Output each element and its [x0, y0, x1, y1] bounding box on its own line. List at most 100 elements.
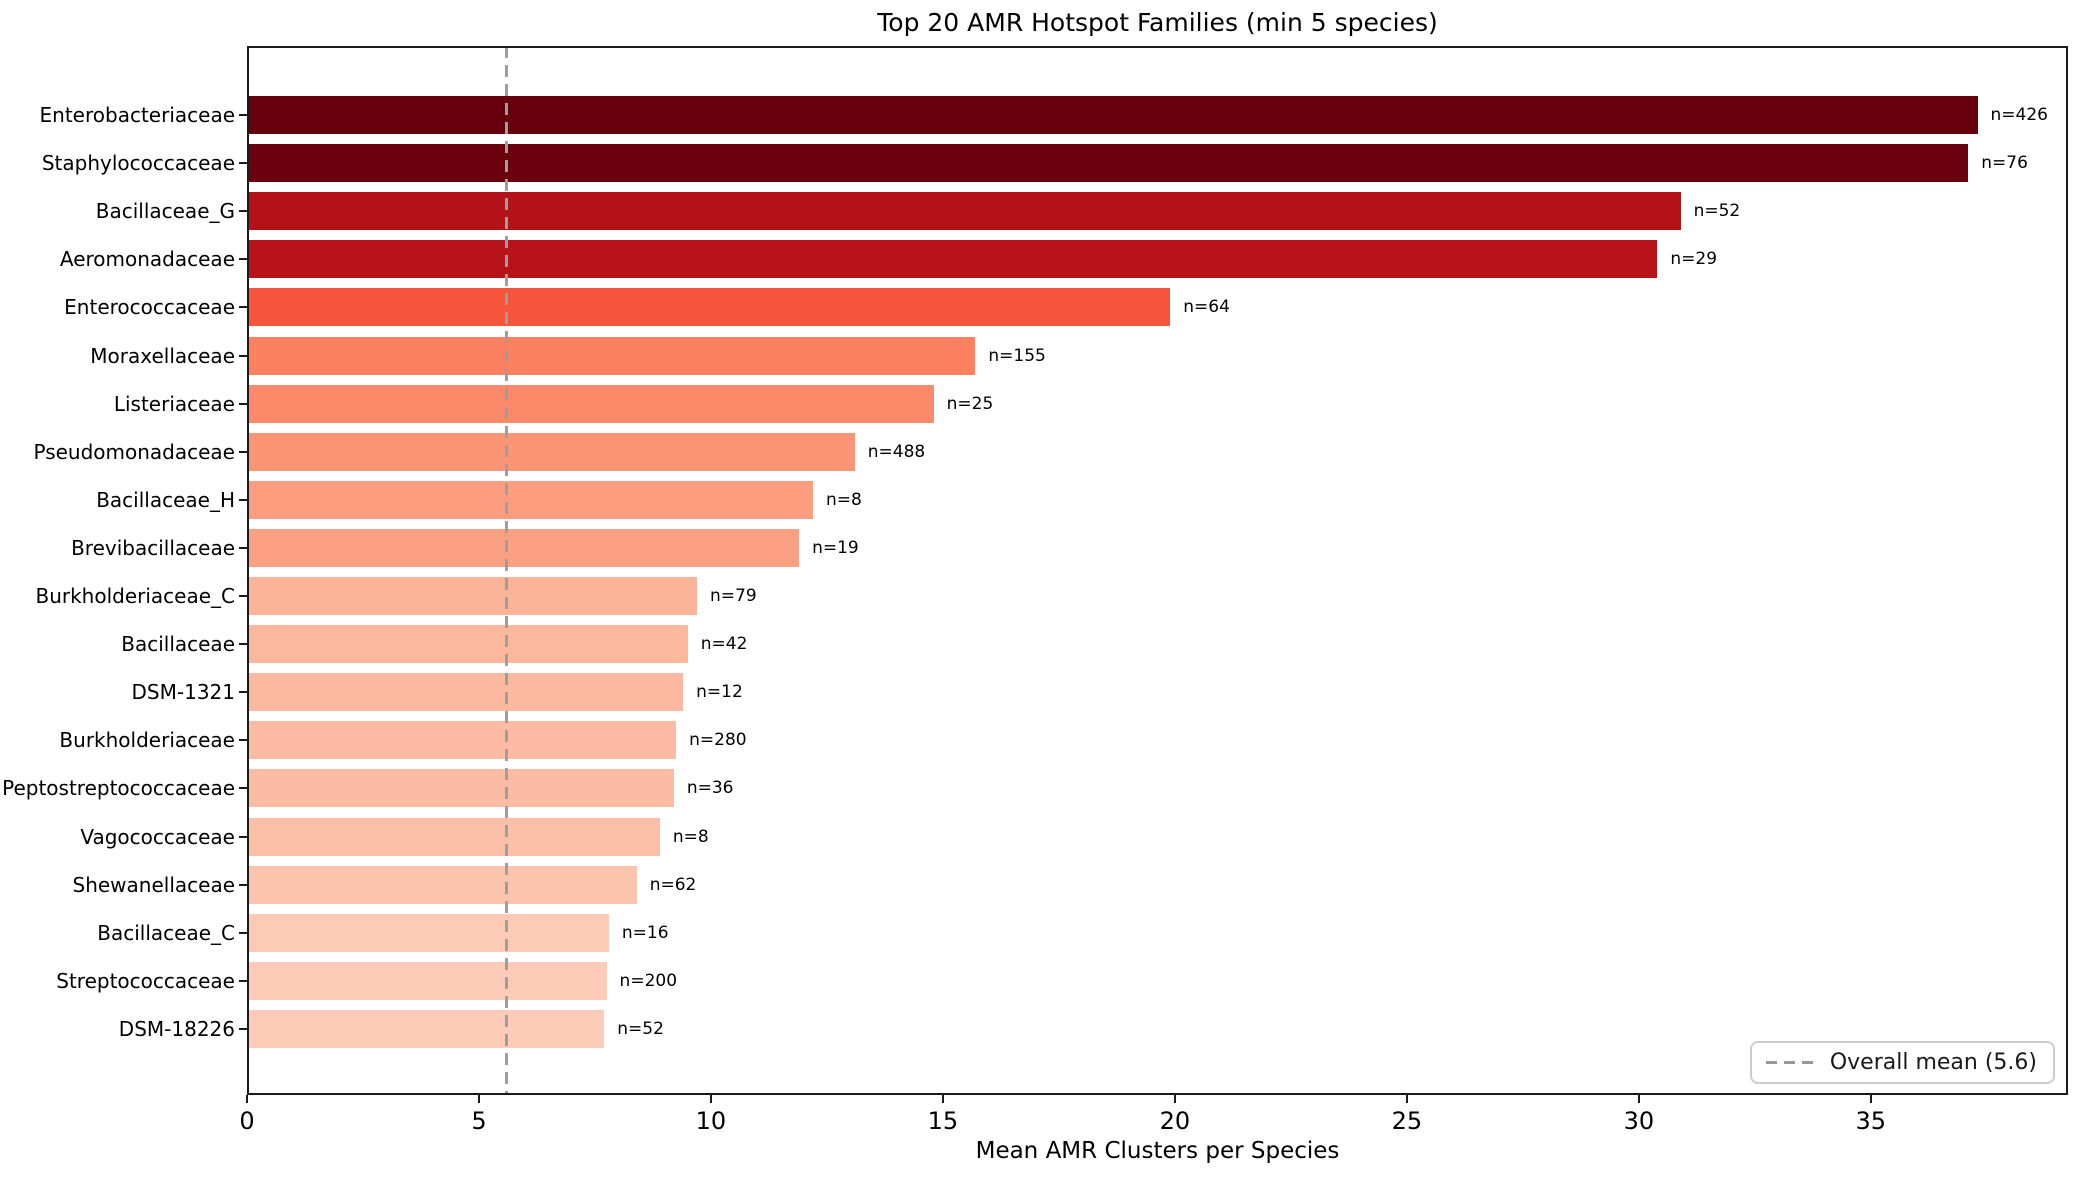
x-tick-label: 25: [1391, 1107, 1423, 1135]
y-tick-label: Burkholderiaceae_C: [35, 584, 235, 608]
bar-count-label: n=488: [867, 441, 926, 462]
bar-count-label: n=64: [1183, 297, 1230, 318]
y-tick-mark: [239, 787, 247, 790]
x-tick-mark: [1173, 1095, 1176, 1103]
overall-mean-line: [505, 46, 509, 1095]
bar-DSM-1321: [247, 673, 684, 712]
plot-spine-left: [247, 46, 249, 1095]
bar-Staphylococcaceae: [247, 144, 1969, 183]
y-tick-mark: [239, 450, 247, 453]
bar-DSM-18226: [247, 1009, 605, 1048]
bar-count-label: n=8: [826, 489, 862, 510]
y-tick-label: Aeromonadaceae: [59, 247, 235, 272]
bar-count-label: n=76: [1981, 153, 2028, 174]
y-tick-label: Peptostreptococcaceae: [2, 776, 235, 801]
y-tick-label: DSM-1321: [131, 680, 235, 705]
bar-Enterococcaceae: [247, 288, 1171, 327]
x-tick-mark: [709, 1095, 712, 1103]
y-tick-mark: [239, 595, 247, 597]
y-tick-label: Pseudomonadaceae: [33, 439, 235, 464]
x-tick-label: 15: [927, 1107, 959, 1135]
bar-count-label: n=155: [988, 345, 1046, 366]
bar-count-label: n=42: [700, 634, 748, 655]
bar-count-label: n=426: [1990, 105, 2048, 125]
y-tick-label: Moraxellaceae: [90, 343, 235, 368]
x-tick-label: 30: [1623, 1107, 1655, 1135]
chart-title: Top 20 AMR Hotspot Families (min 5 speci…: [877, 8, 1438, 37]
y-tick-mark: [239, 210, 247, 213]
y-tick-label: Bacillaceae: [121, 632, 235, 657]
bar-Bacillaceae: [247, 625, 688, 664]
bar-count-label: n=19: [812, 537, 859, 558]
y-tick-label: Streptococcaceae: [56, 968, 235, 993]
y-tick-mark: [239, 354, 247, 357]
plot-spine-top: [247, 46, 2068, 48]
bar-count-label: n=79: [710, 586, 757, 606]
x-tick-label: 5: [471, 1107, 487, 1135]
y-tick-mark: [239, 1027, 247, 1030]
y-tick-mark: [239, 835, 247, 838]
y-tick-label: Burkholderiaceae: [59, 728, 235, 753]
x-tick-label: 35: [1855, 1107, 1887, 1135]
y-tick-mark: [239, 979, 247, 982]
x-tick-mark: [1637, 1095, 1640, 1103]
plot-spine-bottom: [247, 1093, 2068, 1095]
bar-Peptostreptococcaceae: [247, 769, 674, 808]
x-tick-mark: [477, 1095, 480, 1103]
legend-label: Overall mean (5.6): [1829, 1050, 2037, 1075]
y-tick-mark: [239, 739, 247, 742]
plot-area: n=426 n=76 n=52 n=29 n=64 n=155 n=25 n=488 n=8 n=…: [247, 46, 2068, 1095]
y-tick-mark: [239, 258, 247, 261]
y-tick-label: Vagococcaceae: [80, 824, 235, 849]
y-tick-label: Shewanellaceae: [72, 872, 236, 897]
bar-Brevibacillaceae: [247, 528, 800, 567]
y-tick-mark: [239, 691, 247, 694]
x-tick-label: 0: [239, 1107, 255, 1135]
bar-count-label: n=8: [672, 826, 709, 847]
bar-count-label: n=25: [946, 393, 994, 414]
y-tick-mark: [239, 931, 247, 934]
x-tick-mark: [941, 1095, 944, 1103]
x-tick-mark: [1405, 1095, 1408, 1103]
bar-Bacillaceae_H: [247, 480, 814, 519]
legend: Overall mean (5.6): [1749, 1041, 2055, 1084]
y-tick-mark: [239, 643, 247, 646]
x-axis-title: Mean AMR Clusters per Species: [975, 1138, 1340, 1164]
y-tick-label: Bacillaceae_G: [95, 199, 235, 224]
bar-count-label: n=280: [689, 730, 747, 751]
x-tick-mark: [246, 1095, 248, 1103]
plot-spine-right: [2066, 46, 2068, 1095]
y-tick-label: Staphylococcaceae: [41, 151, 235, 176]
bar-count-label: n=52: [1693, 201, 1741, 222]
y-tick-label: Listeriaceae: [113, 391, 235, 416]
y-tick-label: DSM-18226: [118, 1016, 235, 1041]
dashed-line-icon: [1765, 1061, 1814, 1064]
bar-Streptococcaceae: [247, 961, 607, 1000]
y-tick-label: Bacillaceae_H: [96, 487, 235, 512]
bar-count-label: n=200: [619, 970, 678, 991]
bar-count-label: n=52: [617, 1018, 664, 1039]
y-tick-mark: [239, 162, 247, 165]
bar-Pseudomonadaceae: [247, 432, 855, 471]
bar-Moraxellaceae: [247, 336, 976, 375]
bar-Enterobacteriaceae: [247, 96, 1978, 134]
y-tick-mark: [239, 306, 247, 309]
bar-count-label: n=62: [649, 874, 697, 895]
y-tick-mark: [239, 402, 247, 405]
y-tick-label: Enterobacteriaceae: [39, 103, 235, 127]
bar-Bacillaceae_C: [247, 913, 609, 952]
bar-Listeriaceae: [247, 384, 934, 423]
x-tick-label: 20: [1159, 1107, 1191, 1135]
bar-Shewanellaceae: [247, 865, 637, 904]
bar-count-label: n=16: [621, 922, 669, 943]
y-tick-mark: [239, 498, 247, 501]
y-tick-label: Brevibacillaceae: [71, 535, 235, 560]
y-tick-mark: [239, 546, 247, 549]
x-tick-mark: [1869, 1095, 1872, 1103]
x-tick-label: 10: [695, 1107, 727, 1135]
bar-count-label: n=36: [686, 778, 734, 799]
bar-Bacillaceae_G: [247, 192, 1681, 231]
bar-Burkholderiaceae_C: [247, 577, 698, 615]
y-tick-mark: [239, 883, 247, 886]
